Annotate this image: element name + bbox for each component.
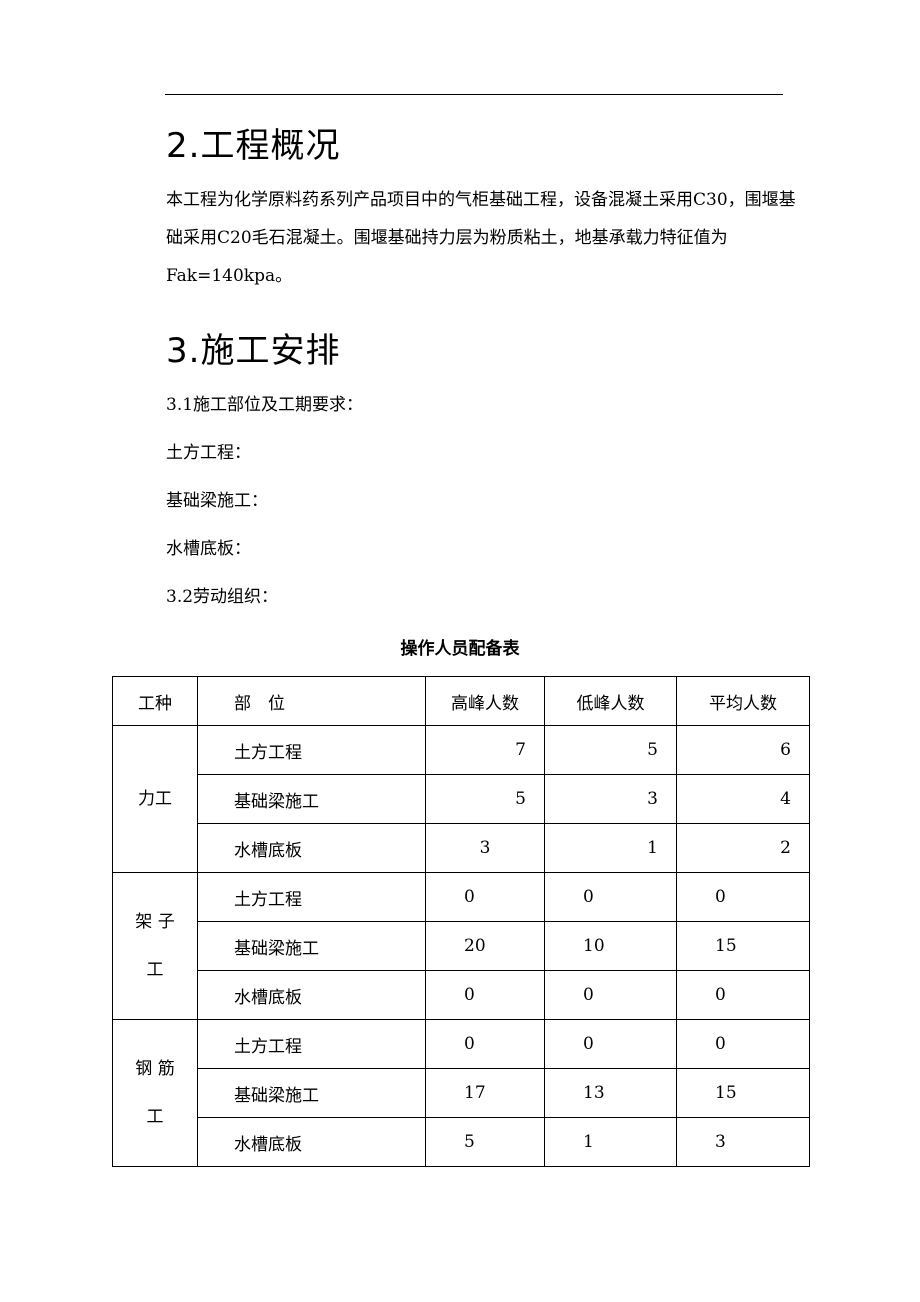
section-3-2: 3.2劳动组织： [166,587,279,607]
location-cell: 基础梁施工 [197,1068,426,1118]
count-cell: 6 [676,725,810,775]
table-row: 水槽底板 0 0 0 [113,970,810,1020]
count-cell: 15 [676,921,810,971]
section-2-body: 本工程为化学原料药系列产品项目中的气柜基础工程，设备混凝土采用C30，围堰基础采… [166,190,796,286]
header-rule [165,94,783,95]
table-row: 基础梁施工 17 13 15 [113,1068,810,1118]
section-3-title: 3.施工安排 [166,331,341,371]
trade-cell: 钢 筋 工 [112,1019,198,1167]
table-caption: 操作人员配备表 [400,639,520,659]
table-header: 工种 部 位 高峰人数 低峰人数 平均人数 [112,676,810,726]
count-cell: 0 [425,872,545,922]
table-row: 水槽底板 5 1 3 [113,1117,810,1167]
count-cell: 20 [425,921,545,971]
table-row: 力工 土方工程 7 5 6 [112,725,810,873]
count-cell: 15 [676,1068,810,1118]
count-cell: 5 [425,1117,545,1167]
count-cell: 1 [544,823,677,873]
count-cell: 0 [425,970,545,1020]
table-row: 水槽底板 3 1 2 [113,823,810,873]
table-row: 基础梁施工 20 10 15 [113,921,810,971]
location-cell: 基础梁施工 [197,921,426,971]
count-cell: 7 [425,725,545,775]
table-row: 基础梁施工 5 3 4 [113,774,810,824]
count-cell: 3 [676,1117,810,1167]
count-cell: 0 [544,872,677,922]
table-row: 钢 筋 工土方工程 0 0 0 [112,1019,810,1167]
count-cell: 0 [425,1019,545,1069]
item-tank-floor: 水槽底板： [166,539,251,559]
count-cell: 0 [676,970,810,1020]
count-cell: 2 [676,823,810,873]
trade-cell: 架 子 工 [112,872,198,1020]
location-cell: 水槽底板 [197,823,426,873]
location-cell: 土方工程 [197,725,426,775]
count-cell: 3 [544,774,677,824]
count-cell: 0 [544,1019,677,1069]
count-cell: 13 [544,1068,677,1118]
count-cell: 3 [425,823,545,873]
header-cell: 低峰人数 [544,676,677,726]
item-earthwork: 土方工程： [166,443,251,463]
count-cell: 10 [544,921,677,971]
header-cell: 工种 [112,676,198,726]
item-beam: 基础梁施工： [166,491,268,511]
count-cell: 5 [425,774,545,824]
location-cell: 水槽底板 [197,1117,426,1167]
header-cell: 高峰人数 [425,676,545,726]
table-row: 架 子 工土方工程 0 0 0 [112,872,810,1020]
trade-cell: 力工 [112,725,198,873]
count-cell: 0 [676,872,810,922]
header-cell: 平均人数 [676,676,810,726]
staffing-table: 工种 部 位 高峰人数 低峰人数 平均人数 力工 土方工程 7 5 6 基础梁施工 5 3 4 水… [112,676,810,1167]
location-cell: 基础梁施工 [197,774,426,824]
count-cell: 0 [676,1019,810,1069]
location-cell: 水槽底板 [197,970,426,1020]
count-cell: 5 [544,725,677,775]
location-cell: 土方工程 [197,1019,426,1069]
count-cell: 1 [544,1117,677,1167]
section-2-title: 2.工程概况 [166,126,341,166]
header-cell: 部 位 [197,676,426,726]
section-3-1: 3.1施工部位及工期要求： [166,395,364,415]
count-cell: 0 [544,970,677,1020]
location-cell: 土方工程 [197,872,426,922]
count-cell: 4 [676,774,810,824]
count-cell: 17 [425,1068,545,1118]
